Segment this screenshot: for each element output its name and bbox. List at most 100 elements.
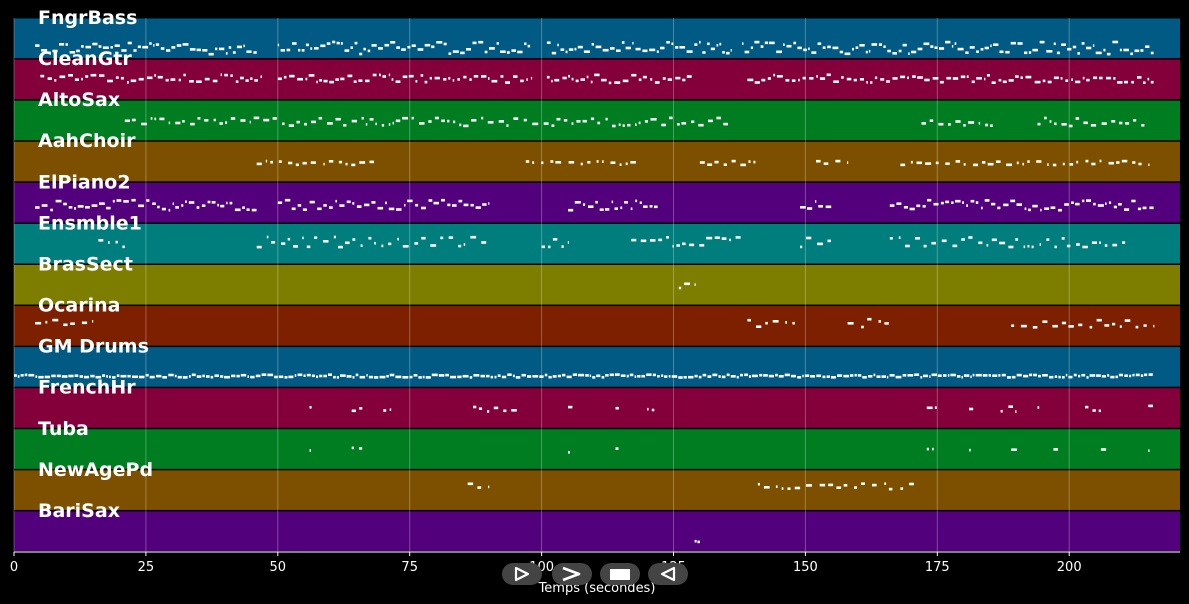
note bbox=[984, 199, 990, 202]
note bbox=[1092, 44, 1095, 47]
note bbox=[867, 317, 872, 321]
note bbox=[91, 204, 98, 207]
note bbox=[20, 374, 24, 377]
note bbox=[1106, 76, 1112, 80]
note bbox=[587, 161, 591, 164]
track-band-3 bbox=[14, 100, 1180, 141]
note bbox=[512, 374, 515, 378]
track-label-11: Tuba bbox=[38, 418, 89, 440]
note bbox=[112, 376, 116, 379]
note bbox=[764, 41, 769, 45]
note bbox=[826, 73, 831, 77]
note bbox=[153, 44, 155, 47]
note bbox=[816, 75, 818, 78]
stop-button[interactable] bbox=[600, 563, 640, 585]
note bbox=[388, 242, 392, 246]
note bbox=[452, 204, 457, 207]
note bbox=[987, 162, 994, 166]
note bbox=[551, 51, 557, 55]
note bbox=[708, 119, 713, 123]
note bbox=[1129, 374, 1132, 378]
note bbox=[677, 123, 680, 126]
note bbox=[1096, 374, 1101, 377]
note bbox=[170, 78, 176, 81]
note bbox=[804, 374, 810, 377]
note bbox=[721, 237, 727, 240]
note bbox=[411, 116, 414, 120]
note bbox=[1095, 51, 1102, 55]
note bbox=[828, 483, 834, 487]
note bbox=[79, 375, 83, 378]
note bbox=[326, 42, 331, 45]
note bbox=[596, 374, 601, 378]
note bbox=[288, 124, 294, 127]
note bbox=[1116, 161, 1120, 164]
note bbox=[976, 77, 982, 80]
note bbox=[1015, 75, 1019, 78]
note bbox=[434, 116, 439, 120]
note bbox=[369, 118, 374, 121]
note bbox=[934, 46, 938, 49]
note bbox=[1101, 122, 1107, 125]
note bbox=[413, 374, 418, 377]
note bbox=[859, 44, 865, 47]
note bbox=[611, 200, 614, 204]
rewind-button[interactable] bbox=[648, 563, 688, 585]
note bbox=[923, 244, 927, 248]
note bbox=[790, 374, 796, 378]
note bbox=[621, 41, 625, 44]
note bbox=[424, 80, 428, 84]
note bbox=[973, 163, 978, 167]
note bbox=[506, 51, 510, 54]
note bbox=[108, 241, 110, 244]
note bbox=[997, 206, 1001, 210]
note bbox=[969, 407, 974, 411]
note bbox=[576, 120, 581, 123]
note bbox=[52, 49, 58, 53]
note bbox=[371, 201, 376, 204]
note bbox=[288, 375, 294, 379]
note bbox=[201, 204, 206, 207]
note bbox=[363, 47, 366, 51]
note bbox=[305, 77, 308, 81]
fast-forward-button[interactable] bbox=[552, 563, 592, 585]
note bbox=[634, 375, 637, 378]
note bbox=[90, 73, 97, 77]
note bbox=[846, 77, 852, 81]
note bbox=[721, 375, 726, 379]
note bbox=[396, 46, 400, 49]
note bbox=[775, 373, 778, 377]
note bbox=[627, 123, 631, 127]
note bbox=[137, 45, 141, 49]
note bbox=[546, 41, 551, 44]
note bbox=[202, 49, 208, 52]
note bbox=[754, 81, 760, 84]
note bbox=[1148, 404, 1153, 408]
note bbox=[1072, 45, 1077, 49]
note bbox=[1031, 245, 1034, 249]
note bbox=[336, 41, 340, 45]
note bbox=[95, 375, 102, 379]
note bbox=[85, 206, 90, 209]
note bbox=[1150, 80, 1154, 84]
note bbox=[999, 50, 1004, 54]
note bbox=[214, 374, 219, 377]
play-button[interactable] bbox=[502, 563, 542, 585]
note bbox=[1108, 161, 1114, 165]
note bbox=[638, 78, 642, 82]
note bbox=[106, 375, 108, 378]
note bbox=[220, 204, 225, 208]
note bbox=[916, 161, 922, 165]
note bbox=[679, 46, 686, 49]
note bbox=[488, 202, 490, 205]
track-notes-3 bbox=[124, 116, 1145, 128]
note bbox=[886, 375, 889, 379]
note bbox=[162, 376, 167, 379]
note bbox=[976, 50, 979, 53]
note bbox=[305, 43, 309, 47]
note bbox=[316, 375, 319, 379]
note bbox=[392, 121, 394, 125]
note bbox=[664, 375, 668, 378]
note bbox=[197, 117, 201, 120]
note bbox=[459, 123, 462, 127]
